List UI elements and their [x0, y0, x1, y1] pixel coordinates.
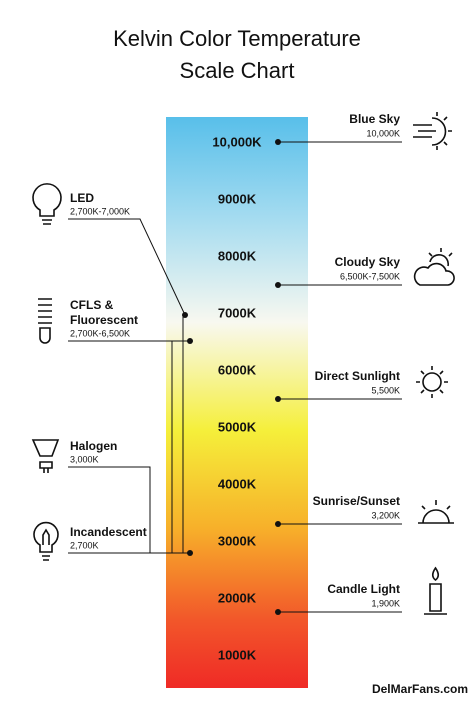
connector [171, 315, 184, 553]
scale-label: 10,000K [212, 134, 262, 149]
halogen-icon [31, 439, 60, 473]
item-detail: 6,500K-7,500K [340, 271, 400, 281]
item-label: Blue Sky [349, 112, 400, 126]
marker [275, 521, 281, 527]
item-detail: 2,700K [70, 540, 99, 550]
scale-label: 5000K [218, 419, 257, 434]
item-detail: 3,000K [70, 454, 99, 464]
marker [275, 282, 281, 288]
item-label: Fluorescent [70, 313, 138, 327]
scale-label: 1000K [218, 647, 257, 662]
scale-bar [166, 117, 308, 688]
marker [187, 338, 193, 344]
item-detail: 2,700K-6,500K [70, 328, 130, 338]
cfl-icon [38, 298, 52, 344]
scale-label: 4000K [218, 476, 257, 491]
item-label: Incandescent [70, 525, 147, 539]
candle-icon [424, 566, 447, 615]
item-label: LED [70, 191, 94, 205]
title: Kelvin Color Temperature [113, 26, 361, 51]
item-detail: 3,200K [371, 510, 400, 520]
marker [182, 312, 188, 318]
connector [68, 218, 186, 316]
cloud-icon [413, 248, 455, 286]
item-label: Cloudy Sky [335, 255, 401, 269]
scale-label: 8000K [218, 248, 257, 263]
marker [275, 609, 281, 615]
item-detail: 10,000K [366, 128, 400, 138]
marker [275, 139, 281, 145]
incandescent-icon [33, 521, 59, 561]
sunset-icon [418, 500, 454, 524]
marker [187, 550, 193, 556]
scale-label: 9000K [218, 191, 257, 206]
item-label: Sunrise/Sunset [313, 494, 400, 508]
item-detail: 1,900K [371, 598, 400, 608]
scale-label: 2000K [218, 590, 257, 605]
scale-label: 7000K [218, 305, 257, 320]
item-detail: 5,500K [371, 385, 400, 395]
led-icon [32, 183, 62, 225]
item-label: CFLS & [70, 298, 114, 312]
footer: DelMarFans.com [372, 682, 468, 696]
sun-icon [416, 366, 448, 398]
item-label: Halogen [70, 439, 117, 453]
marker [275, 396, 281, 402]
title: Scale Chart [180, 58, 295, 83]
connector [68, 466, 151, 553]
scale-label: 6000K [218, 362, 257, 377]
sky-icon [413, 112, 452, 150]
item-label: Direct Sunlight [315, 369, 400, 383]
item-detail: 2,700K-7,000K [70, 206, 130, 216]
item-label: Candle Light [327, 582, 400, 596]
scale-label: 3000K [218, 533, 257, 548]
